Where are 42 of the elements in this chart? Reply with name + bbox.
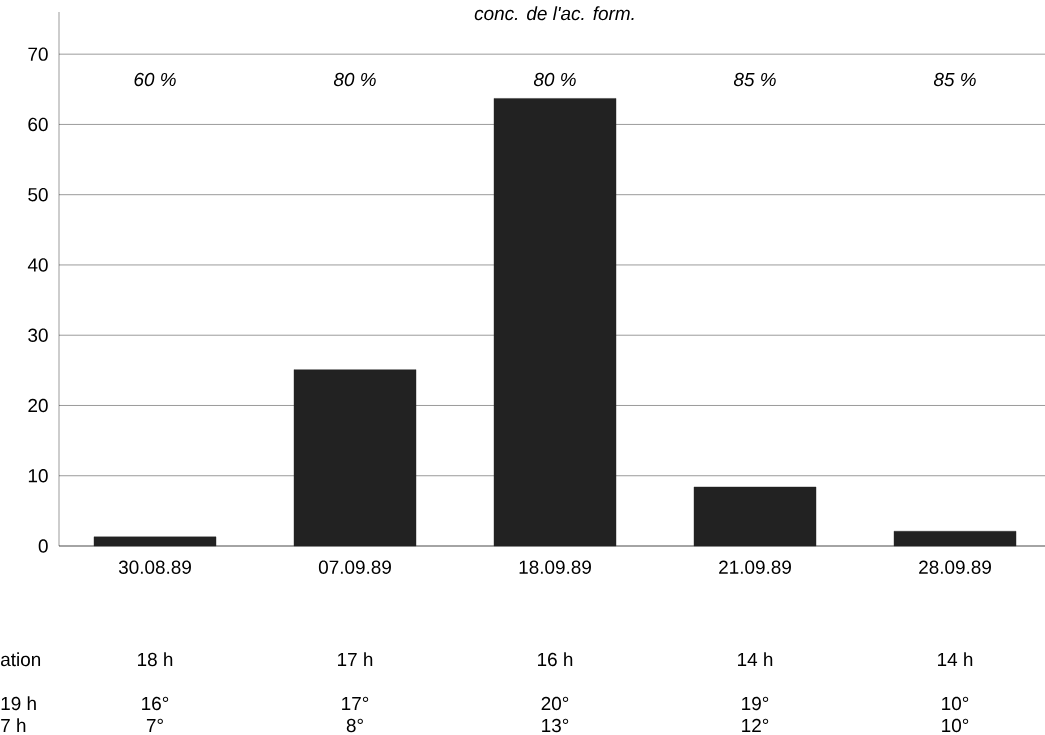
x-tick-label: 21.09.89 xyxy=(719,560,791,574)
text: 14 h xyxy=(738,652,773,666)
text: 10° xyxy=(942,696,969,711)
text: 7 h xyxy=(1,718,26,732)
y-tick-label: 10 xyxy=(28,469,48,483)
y-tick-label: 50 xyxy=(28,187,48,202)
bar xyxy=(493,98,617,547)
x-tick-label: 28.09.89 xyxy=(919,560,991,574)
annotation: 60 % xyxy=(134,72,176,87)
text: 17° xyxy=(342,696,369,710)
x-tick-label: 18.09.89 xyxy=(519,560,591,574)
bar xyxy=(893,531,1017,547)
text: ation xyxy=(1,652,41,667)
y-tick-label: 20 xyxy=(28,398,48,413)
text: 8° xyxy=(346,718,363,733)
x-tick-label: 07.09.89 xyxy=(318,560,391,574)
annotation: 80 % xyxy=(533,72,576,87)
text: 14 h xyxy=(938,652,973,666)
y-tick-label: 0 xyxy=(38,539,48,553)
text: 16 h xyxy=(538,652,573,667)
bar xyxy=(93,536,217,547)
text: 20° xyxy=(541,696,569,711)
annotation: conc. de l'ac. form. xyxy=(474,6,634,21)
x-tick-label: 30.08.89 xyxy=(118,560,191,574)
y-tick-label: 60 xyxy=(28,117,48,132)
text: 16° xyxy=(142,696,169,711)
text: 12° xyxy=(742,718,769,732)
text: 13° xyxy=(542,718,569,733)
annotation: 85 % xyxy=(733,72,776,87)
text: 18 h xyxy=(138,652,173,667)
text: 7° xyxy=(146,718,163,732)
text: 19 h xyxy=(1,696,36,711)
y-tick-label: 40 xyxy=(27,258,48,272)
y-tick-label: 30 xyxy=(28,328,48,342)
annotation: 80 % xyxy=(333,72,376,87)
annotation: 85 % xyxy=(933,72,976,87)
text: 19° xyxy=(742,696,769,711)
text: 10° xyxy=(942,718,969,733)
y-tick-label: 70 xyxy=(28,47,48,61)
bar xyxy=(293,369,417,547)
bar xyxy=(693,486,817,547)
text: 17 h xyxy=(338,652,373,666)
